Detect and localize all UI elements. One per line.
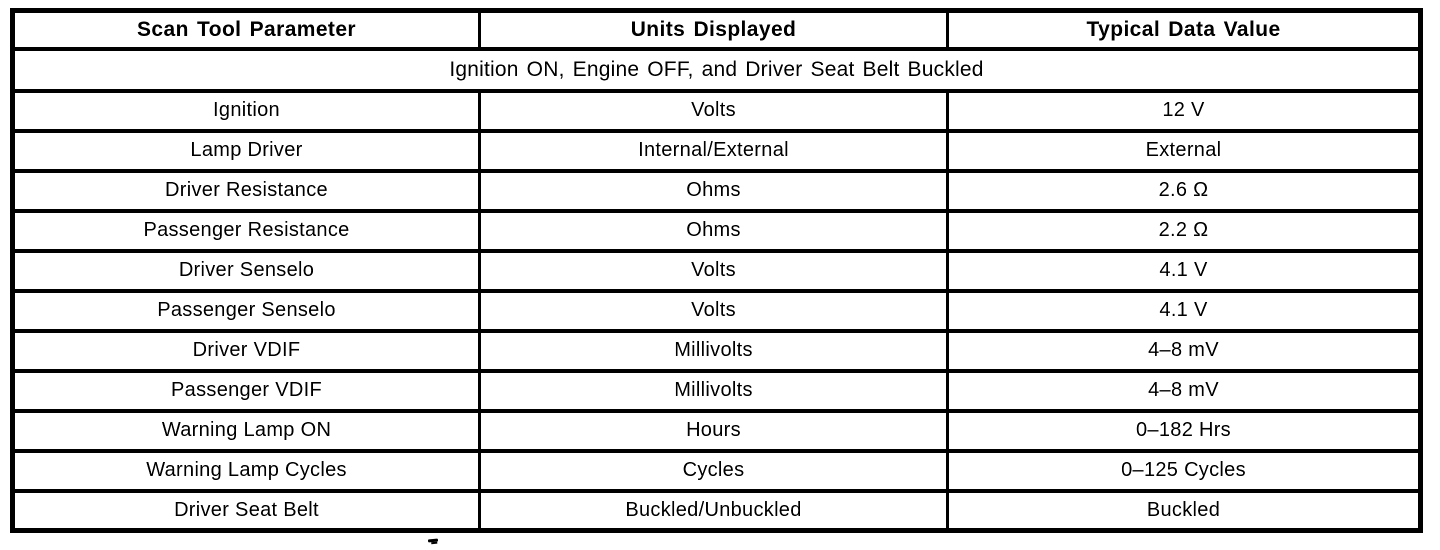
table-row: Warning Lamp ON Hours 0–182 Hrs — [11, 408, 1422, 453]
cell-value: 4–8 mV — [946, 368, 1422, 413]
cell-value: 2.6 Ω — [946, 168, 1422, 213]
table-row: Driver Seat Belt Buckled/Unbuckled Buckl… — [11, 488, 1422, 533]
cell-units: Millivolts — [478, 368, 949, 413]
cell-units: Internal/External — [478, 128, 949, 173]
cell-parameter: Lamp Driver — [11, 128, 481, 173]
column-header-typical-data-value: Typical Data Value — [946, 8, 1422, 51]
cell-parameter: Passenger Resistance — [11, 208, 481, 253]
section-condition-row: Ignition ON, Engine OFF, and Driver Seat… — [11, 46, 1422, 93]
cell-value: 4–8 mV — [946, 328, 1422, 373]
cell-parameter: Warning Lamp Cycles — [11, 448, 481, 493]
cell-parameter: Driver VDIF — [11, 328, 481, 373]
section-condition-label: Ignition ON, Engine OFF, and Driver Seat… — [11, 46, 1422, 93]
cell-value: Buckled — [946, 488, 1422, 533]
scan-speck-artifact — [427, 538, 439, 543]
cell-value: 0–182 Hrs — [946, 408, 1422, 453]
table-row: Passenger Resistance Ohms 2.2 Ω — [11, 208, 1422, 253]
scan-tool-data-table: Scan Tool Parameter Units Displayed Typi… — [10, 8, 1423, 533]
cell-value: 2.2 Ω — [946, 208, 1422, 253]
table-row: Driver Senselo Volts 4.1 V — [11, 248, 1422, 293]
cell-parameter: Driver Resistance — [11, 168, 481, 213]
table-row: Passenger VDIF Millivolts 4–8 mV — [11, 368, 1422, 413]
cell-value: External — [946, 128, 1422, 173]
cell-units: Ohms — [478, 168, 949, 213]
cell-units: Buckled/Unbuckled — [478, 488, 949, 533]
column-header-units-displayed: Units Displayed — [478, 8, 949, 51]
cell-units: Hours — [478, 408, 949, 453]
cell-value: 4.1 V — [946, 248, 1422, 293]
cell-value: 4.1 V — [946, 288, 1422, 333]
table-row: Driver VDIF Millivolts 4–8 mV — [11, 328, 1422, 373]
cell-units: Ohms — [478, 208, 949, 253]
cell-parameter: Driver Senselo — [11, 248, 481, 293]
table-row: Warning Lamp Cycles Cycles 0–125 Cycles — [11, 448, 1422, 493]
cell-value: 0–125 Cycles — [946, 448, 1422, 493]
cell-value: 12 V — [946, 88, 1422, 133]
cell-units: Volts — [478, 88, 949, 133]
cell-parameter: Passenger Senselo — [11, 288, 481, 333]
table-row: Driver Resistance Ohms 2.6 Ω — [11, 168, 1422, 213]
table-row: Ignition Volts 12 V — [11, 88, 1422, 133]
table-row: Passenger Senselo Volts 4.1 V — [11, 288, 1422, 333]
cell-parameter: Driver Seat Belt — [11, 488, 481, 533]
cell-units: Millivolts — [478, 328, 949, 373]
table-row: Lamp Driver Internal/External External — [11, 128, 1422, 173]
cell-parameter: Warning Lamp ON — [11, 408, 481, 453]
cell-parameter: Ignition — [11, 88, 481, 133]
table-header-row: Scan Tool Parameter Units Displayed Typi… — [11, 8, 1422, 51]
column-header-scan-tool-parameter: Scan Tool Parameter — [11, 8, 481, 51]
cell-units: Volts — [478, 288, 949, 333]
cell-parameter: Passenger VDIF — [11, 368, 481, 413]
cell-units: Cycles — [478, 448, 949, 493]
cell-units: Volts — [478, 248, 949, 293]
